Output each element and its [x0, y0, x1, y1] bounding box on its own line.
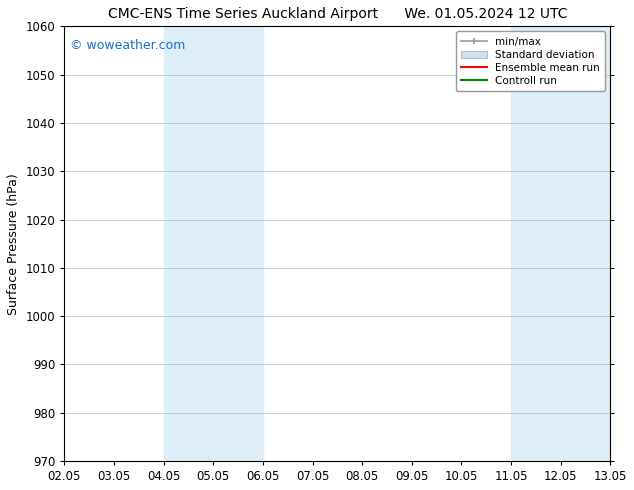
Bar [511, 26, 611, 461]
Text: © woweather.com: © woweather.com [70, 39, 185, 52]
Y-axis label: Surface Pressure (hPa): Surface Pressure (hPa) [7, 173, 20, 315]
Title: CMC-ENS Time Series Auckland Airport      We. 01.05.2024 12 UTC: CMC-ENS Time Series Auckland Airport We.… [108, 7, 567, 21]
Legend: min/max, Standard deviation, Ensemble mean run, Controll run: min/max, Standard deviation, Ensemble me… [456, 31, 605, 91]
Bar [164, 26, 263, 461]
